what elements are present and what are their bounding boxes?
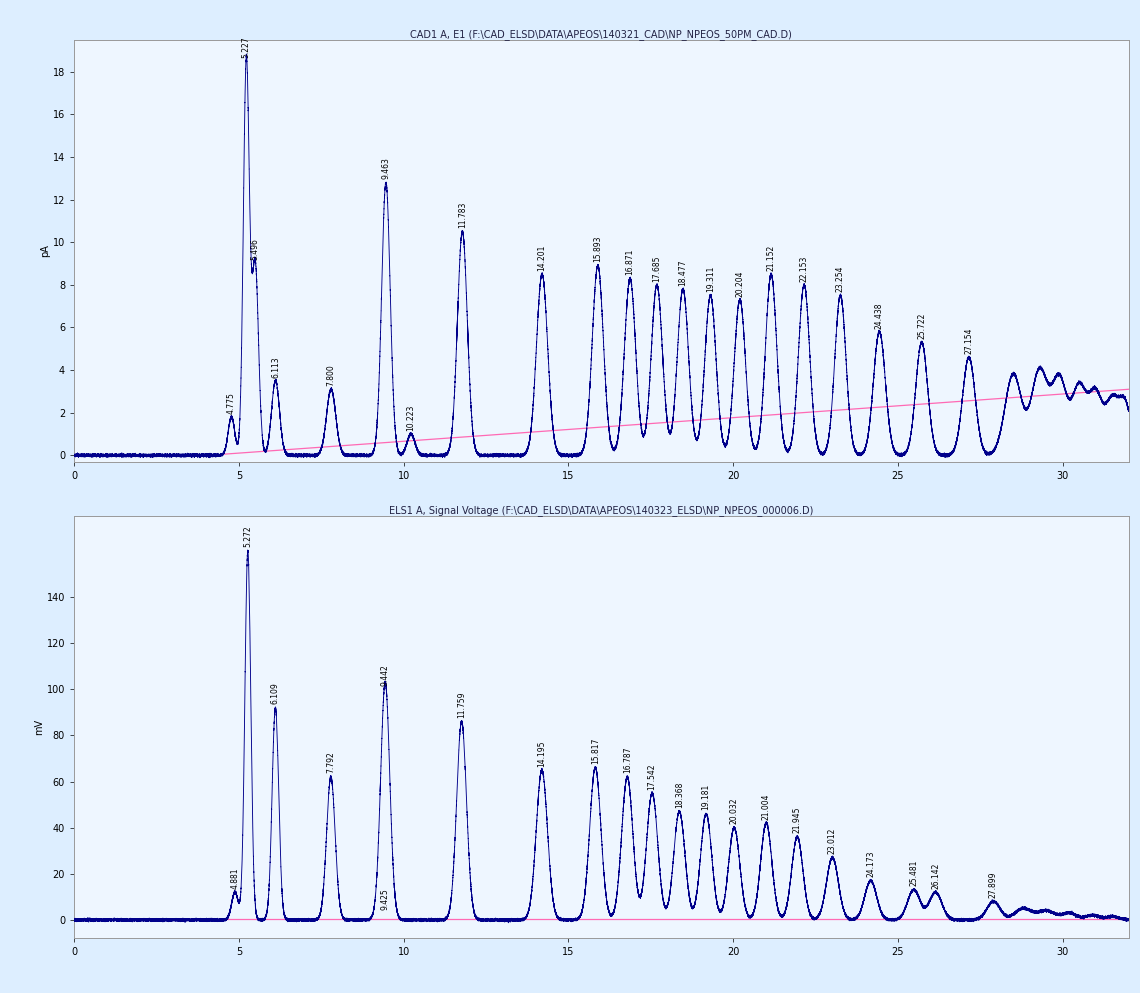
Y-axis label: pA: pA — [40, 244, 50, 257]
Text: 21.152: 21.152 — [766, 244, 775, 271]
Text: 15.893: 15.893 — [593, 236, 602, 262]
Text: 20.204: 20.204 — [735, 270, 744, 297]
Text: 9.463: 9.463 — [382, 158, 390, 180]
Text: 26.142: 26.142 — [931, 863, 940, 889]
Text: 23.012: 23.012 — [828, 828, 837, 854]
Text: 20.032: 20.032 — [730, 797, 739, 824]
Text: 25.722: 25.722 — [918, 313, 926, 340]
Text: 5.227: 5.227 — [242, 36, 251, 58]
Text: 27.154: 27.154 — [964, 328, 974, 355]
Text: 5.272: 5.272 — [243, 526, 252, 547]
Text: 16.787: 16.787 — [622, 747, 632, 774]
Title: ELS1 A, Signal Voltage (F:\CAD_ELSD\DATA\APEOS\140323_ELSD\NP_NPEOS_000006.D): ELS1 A, Signal Voltage (F:\CAD_ELSD\DATA… — [389, 505, 814, 516]
Text: 6.113: 6.113 — [271, 355, 280, 377]
Text: 11.759: 11.759 — [457, 692, 466, 718]
Text: 4.775: 4.775 — [227, 392, 236, 414]
Text: 14.201: 14.201 — [538, 244, 546, 271]
Text: 19.181: 19.181 — [702, 784, 710, 810]
Text: 4.881: 4.881 — [230, 867, 239, 889]
Text: 5.496: 5.496 — [251, 238, 260, 260]
Text: 9.425: 9.425 — [380, 888, 389, 910]
Text: 18.477: 18.477 — [678, 259, 687, 286]
Text: 25.481: 25.481 — [910, 860, 919, 887]
Text: 27.899: 27.899 — [990, 872, 998, 898]
Text: 14.195: 14.195 — [537, 740, 546, 767]
Text: 21.004: 21.004 — [762, 793, 771, 819]
Text: 7.800: 7.800 — [327, 364, 335, 386]
Text: 9.442: 9.442 — [381, 664, 390, 686]
Text: 17.542: 17.542 — [648, 764, 657, 789]
Text: 15.817: 15.817 — [591, 738, 600, 765]
Text: 21.945: 21.945 — [792, 807, 801, 833]
Text: 11.783: 11.783 — [458, 202, 467, 228]
Text: 19.311: 19.311 — [706, 266, 715, 292]
Y-axis label: mV: mV — [34, 719, 43, 736]
Text: 6.109: 6.109 — [271, 682, 280, 704]
Text: 7.792: 7.792 — [326, 752, 335, 774]
Text: 18.368: 18.368 — [675, 781, 684, 808]
Text: 23.254: 23.254 — [836, 266, 845, 292]
Text: 16.871: 16.871 — [626, 249, 635, 275]
Text: 10.223: 10.223 — [407, 404, 415, 431]
Text: 22.153: 22.153 — [799, 255, 808, 282]
Text: 24.173: 24.173 — [866, 851, 876, 877]
Text: 24.438: 24.438 — [874, 302, 884, 329]
Title: CAD1 A, E1 (F:\CAD_ELSD\DATA\APEOS\140321_CAD\NP_NPEOS_50PM_CAD.D): CAD1 A, E1 (F:\CAD_ELSD\DATA\APEOS\14032… — [410, 29, 792, 40]
Text: 17.685: 17.685 — [652, 255, 661, 282]
